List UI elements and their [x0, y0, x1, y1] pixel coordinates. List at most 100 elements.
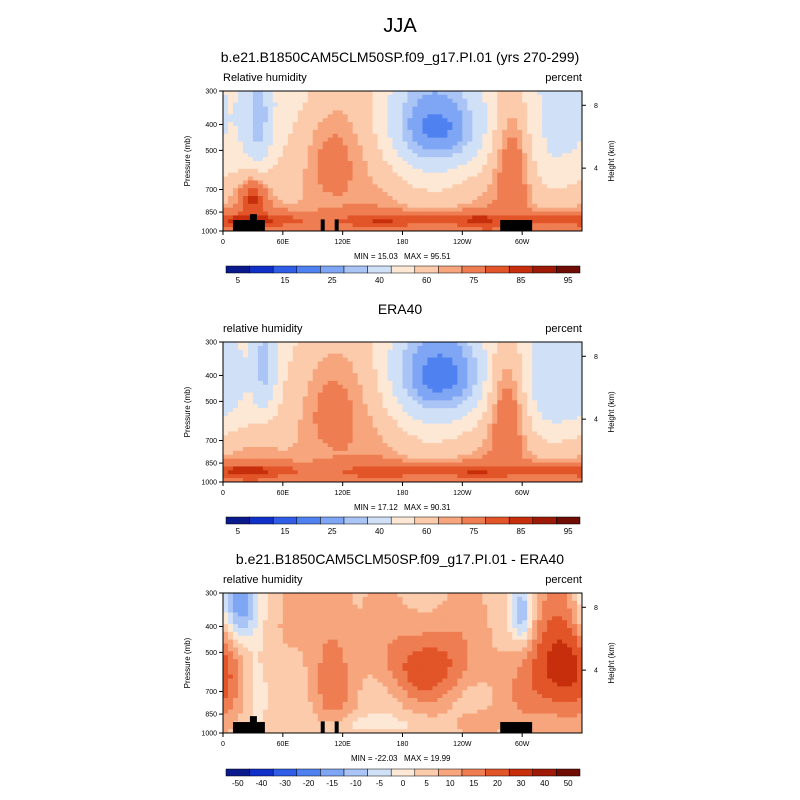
heatmap-cell — [437, 157, 443, 162]
heatmap-cell — [312, 184, 319, 189]
heatmap-cell — [487, 91, 493, 96]
heatmap-cell — [417, 396, 423, 401]
heatmap-cell — [437, 227, 443, 232]
y-tick-label: 500 — [205, 148, 217, 155]
heatmap-cell — [252, 122, 259, 127]
heatmap-cell — [377, 462, 383, 467]
heatmap-cell — [342, 149, 349, 154]
heatmap-cell — [282, 353, 289, 358]
heatmap-cell — [472, 227, 478, 232]
heatmap-cell — [277, 215, 284, 220]
heatmap-cell — [412, 408, 418, 413]
heatmap-cell — [372, 172, 378, 177]
heatmap-cell — [397, 129, 403, 135]
heatmap-cell — [372, 110, 378, 115]
heatmap-cell — [347, 184, 354, 189]
heatmap-cell — [577, 342, 583, 347]
heatmap-cell — [223, 357, 229, 362]
heatmap-cell — [467, 161, 473, 166]
heatmap-cell — [492, 373, 498, 378]
heatmap-cell — [497, 419, 503, 425]
heatmap-cell — [322, 412, 329, 417]
heatmap-cell — [572, 188, 578, 193]
heatmap-cell — [502, 443, 508, 448]
heatmap-cell — [327, 114, 334, 119]
heatmap-cell — [542, 219, 548, 224]
heatmap-cell — [282, 102, 289, 107]
heatmap-cell — [297, 454, 304, 460]
heatmap-cell — [297, 423, 304, 428]
heatmap-cell — [427, 458, 433, 463]
heatmap-cell — [307, 357, 314, 362]
heatmap-cell — [317, 435, 324, 440]
heatmap-cell — [337, 118, 344, 123]
heatmap-cell — [547, 219, 553, 224]
heatmap-cell — [302, 118, 309, 123]
heatmap-cell — [227, 392, 234, 397]
heatmap-cell — [362, 172, 368, 177]
heatmap-cell — [577, 223, 583, 228]
heatmap-cell — [487, 450, 493, 456]
heatmap-cell — [367, 199, 373, 205]
heatmap-cell — [337, 157, 344, 162]
heatmap-cell — [237, 388, 244, 393]
heatmap-cell — [522, 454, 528, 460]
heatmap-cell — [527, 392, 533, 397]
heatmap-cell — [492, 396, 498, 401]
heatmap-cell — [357, 102, 364, 107]
heatmap-cell — [427, 400, 433, 405]
heatmap-cell — [392, 419, 398, 425]
heatmap-cell — [557, 153, 563, 158]
heatmap-cell — [552, 462, 558, 467]
heatmap-cell — [407, 365, 413, 370]
heatmap-cell — [532, 203, 538, 209]
heatmap-cell — [422, 106, 428, 111]
heatmap-cell — [362, 357, 368, 362]
heatmap-cell — [557, 184, 563, 189]
heatmap-cell — [312, 462, 319, 467]
heatmap-cell — [522, 133, 528, 139]
heatmap-cell — [282, 133, 289, 139]
heatmap-cell — [402, 114, 408, 119]
heatmap-cell — [247, 447, 254, 452]
heatmap-cell — [422, 180, 428, 185]
heatmap-cell — [457, 207, 463, 212]
heatmap-cell — [312, 161, 319, 166]
heatmap-cell — [437, 377, 443, 382]
heatmap-cell — [357, 365, 364, 370]
heatmap-cell — [377, 377, 383, 382]
heatmap-cell — [432, 203, 438, 209]
heatmap-cell — [457, 153, 463, 158]
heatmap-cell — [342, 227, 349, 232]
heatmap-cell — [297, 223, 304, 228]
heatmap-cell — [337, 219, 344, 224]
heatmap-cell — [337, 122, 344, 127]
heatmap-cell — [382, 192, 388, 197]
heatmap-cell — [542, 369, 548, 374]
heatmap-cell — [557, 454, 563, 460]
heatmap-cell — [547, 431, 553, 436]
heatmap-cell — [457, 439, 463, 444]
heatmap-cell — [277, 114, 284, 119]
heatmap-cell — [572, 380, 578, 386]
heatmap-cell — [267, 349, 274, 355]
heatmap-cell — [477, 400, 483, 405]
heatmap-cell — [532, 427, 538, 432]
heatmap-cell — [452, 94, 458, 100]
heatmap-cell — [452, 458, 458, 463]
heatmap-cell — [342, 196, 349, 201]
heatmap-cell — [377, 153, 383, 158]
heatmap-cell — [362, 176, 368, 181]
heatmap-cell — [332, 122, 339, 127]
heatmap-cell — [537, 176, 543, 181]
heatmap-cell — [402, 211, 408, 216]
heatmap-cell — [362, 207, 368, 212]
heatmap-cell — [307, 126, 314, 131]
heatmap-cell — [507, 211, 513, 216]
heatmap-cell — [223, 118, 229, 123]
heatmap-cell — [412, 192, 418, 197]
heatmap-cell — [232, 423, 239, 428]
heatmap-cell — [257, 129, 264, 135]
heatmap-cell — [277, 462, 284, 467]
